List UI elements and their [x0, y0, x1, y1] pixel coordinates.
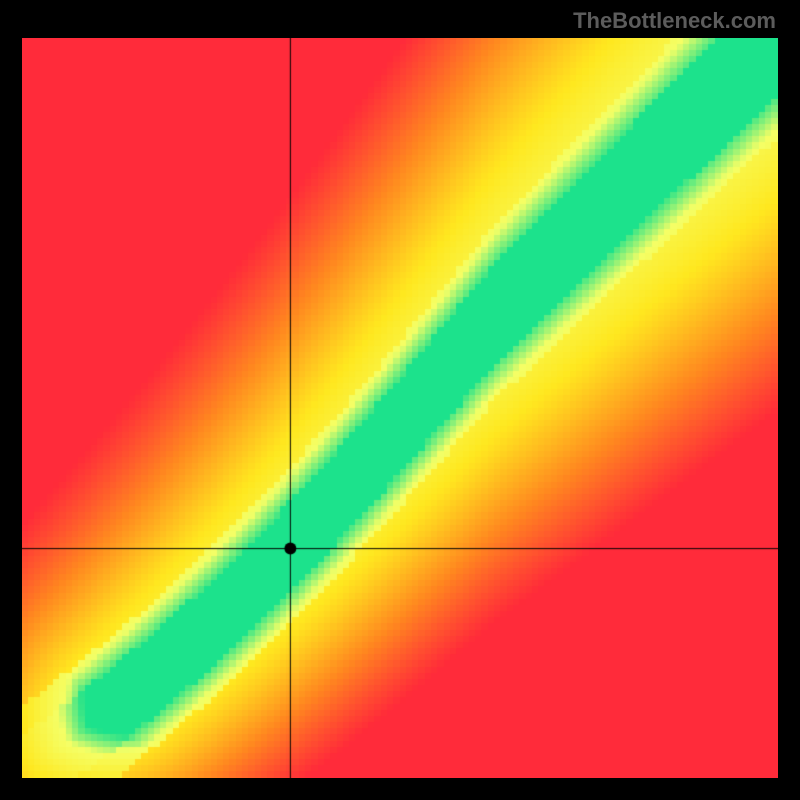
heatmap-canvas — [22, 38, 778, 778]
watermark-text: TheBottleneck.com — [573, 8, 776, 34]
plot-area — [22, 38, 778, 778]
chart-container: TheBottleneck.com — [0, 0, 800, 800]
